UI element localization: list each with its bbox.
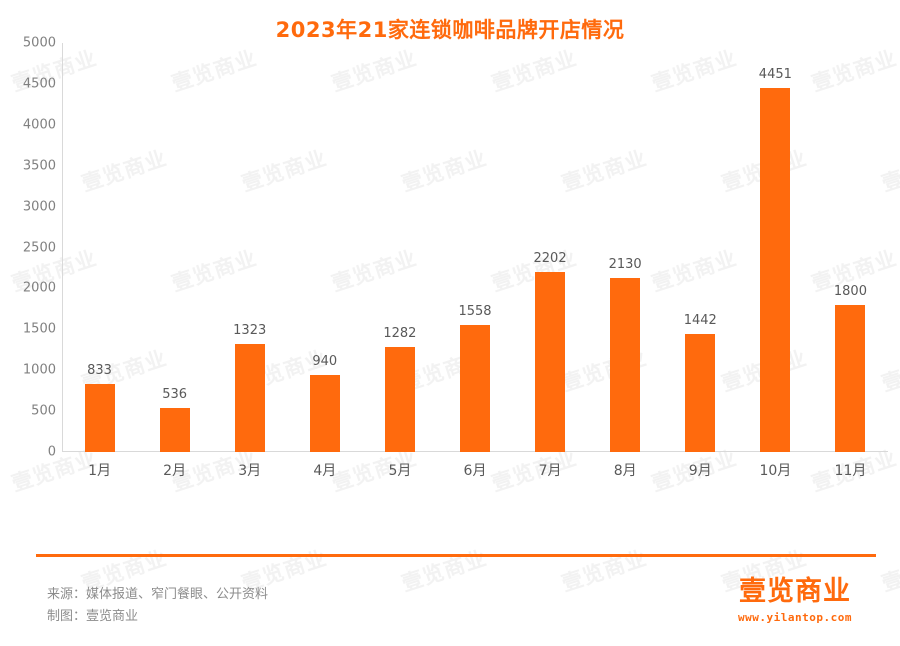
x-axis-tick-label: 5月	[388, 463, 412, 479]
bar-value-label: 536	[162, 387, 188, 403]
bar-slot: 1800	[813, 43, 888, 452]
x-axis-tick-label: 10月	[759, 463, 792, 479]
bar-value-label: 1800	[833, 283, 867, 299]
plot-area: 833 536 1323 940 1282 1558 2202 2130 1442 4451 180…	[62, 43, 888, 452]
bar[interactable]	[384, 347, 415, 452]
y-axis-tick-label: 1500	[22, 321, 56, 337]
x-axis-tick-label: 4月	[313, 463, 337, 479]
bar-slot: 536	[137, 43, 212, 452]
logo-url: www.yilantop.com	[738, 611, 852, 624]
bar-value-label: 1323	[233, 322, 267, 338]
source-attribution: 来源：媒体报道、窄门餐眼、公开资料 制图：壹览商业	[47, 584, 268, 628]
bar-value-label: 2202	[533, 250, 567, 266]
bar-value-label: 2130	[608, 256, 642, 272]
y-axis-tick-label: 3000	[22, 199, 56, 215]
x-axis-tick-labels: 1月 2月 3月 4月 5月 6月 7月 8月 9月 10月 11月	[62, 0, 888, 479]
bar[interactable]	[459, 324, 490, 452]
x-axis-tick-label: 1月	[88, 463, 111, 479]
bar-slot: 1282	[362, 43, 437, 452]
y-axis-tick-label: 4500	[22, 76, 56, 92]
bar[interactable]	[535, 271, 566, 452]
x-axis-tick-label: 2月	[163, 463, 187, 479]
bar-value-label: 1282	[383, 326, 417, 342]
bar-slot: 4451	[738, 43, 813, 452]
bar-slot: 1558	[437, 43, 512, 452]
x-axis-tick-label: 6月	[463, 463, 487, 479]
y-axis-tick-label: 2000	[22, 280, 56, 296]
bar-slot: 1442	[663, 43, 738, 452]
bar-slot: 833	[62, 43, 137, 452]
y-axis-tick-label: 2500	[22, 240, 56, 255]
bar[interactable]	[309, 375, 340, 452]
x-axis-tick-label: 11月	[834, 463, 867, 479]
y-axis-tick-label: 1000	[22, 362, 56, 378]
bar-slot: 2130	[588, 43, 663, 452]
bar-slot: 940	[287, 43, 362, 452]
y-axis-tick-label: 5000	[22, 35, 56, 51]
y-axis-tick-label: 500	[31, 403, 56, 419]
bar-value-label: 940	[312, 354, 338, 370]
credit-line: 制图：壹览商业	[47, 609, 139, 624]
brand-logo: 壹览商业 www.yilantop.com	[720, 576, 870, 624]
bar[interactable]	[234, 343, 265, 452]
bar[interactable]	[835, 304, 866, 452]
source-line: 来源：媒体报道、窄门餐眼、公开资料	[47, 587, 269, 602]
x-axis-tick-label: 7月	[538, 463, 562, 479]
bar[interactable]	[685, 334, 716, 452]
x-axis-tick-label: 3月	[238, 463, 262, 479]
y-axis-line	[62, 43, 63, 452]
bar[interactable]	[159, 408, 190, 452]
bar-value-label: 1558	[458, 303, 492, 319]
x-axis-tick-label: 9月	[688, 463, 712, 479]
y-axis-tick-label: 0	[47, 444, 56, 460]
bar-slot: 2202	[513, 43, 588, 452]
chart-title: 2023年21家连锁咖啡品牌开店情况	[275, 18, 625, 42]
footer: 来源：媒体报道、窄门餐眼、公开资料 制图：壹览商业 壹览商业 www.yilan…	[0, 570, 900, 646]
bar[interactable]	[760, 87, 791, 452]
bar-value-label: 1442	[683, 313, 717, 329]
y-axis-tick-labels: 5000 4500 4000 3500 3000 2500 2000 1500 1000 500 0	[0, 36, 56, 460]
bar-value-label: 4451	[758, 66, 792, 82]
y-axis-tick-label: 4000	[22, 117, 56, 133]
footer-divider	[36, 554, 876, 557]
bar-value-label: 833	[87, 362, 112, 378]
y-axis-tick-label: 3500	[22, 158, 56, 174]
bar-slot: 1323	[212, 43, 287, 452]
bar[interactable]	[84, 383, 115, 452]
logo-wordmark: 壹览商业	[739, 576, 851, 607]
bar[interactable]	[610, 277, 641, 452]
x-axis-tick-label: 8月	[613, 463, 637, 479]
